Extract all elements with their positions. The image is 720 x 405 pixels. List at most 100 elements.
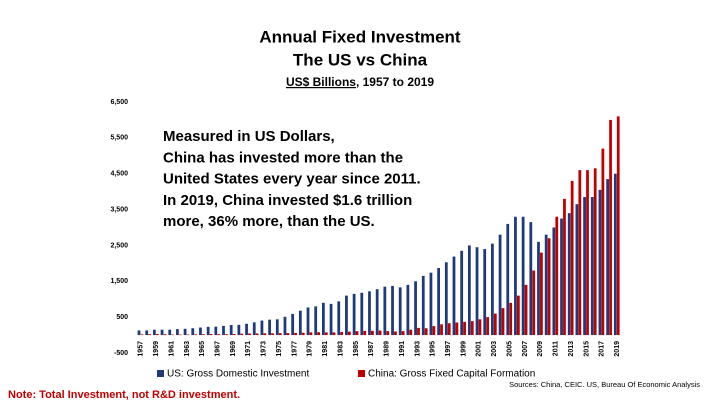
- legend-label: US: Gross Domestic Investment: [167, 369, 309, 380]
- x-tick-label: 2013: [568, 341, 575, 357]
- bar: [255, 333, 259, 336]
- bar: [371, 330, 374, 336]
- y-tick-label: 6,500: [110, 99, 128, 106]
- bar: [232, 333, 236, 336]
- bar: [524, 284, 528, 336]
- bar: [137, 330, 141, 336]
- x-tick-label: 2015: [583, 341, 590, 357]
- bar: [516, 295, 520, 336]
- bar: [217, 334, 221, 336]
- bar: [383, 286, 387, 336]
- bar: [347, 331, 351, 336]
- bar: [306, 307, 310, 336]
- bar: [460, 250, 464, 336]
- x-tick-label: 1989: [384, 341, 391, 357]
- chart-title: The US vs China: [293, 50, 428, 69]
- bar: [368, 291, 371, 336]
- bar: [145, 330, 149, 336]
- bar: [386, 331, 390, 336]
- x-tick-label: 1971: [245, 341, 252, 357]
- bar: [613, 173, 617, 336]
- x-tick-label: 1983: [337, 341, 344, 357]
- x-tick-label: 2001: [476, 341, 483, 357]
- x-tick-label: 1987: [368, 341, 375, 357]
- bar: [314, 306, 318, 336]
- bar: [486, 317, 490, 336]
- bar: [375, 289, 379, 336]
- x-tick-label: 1965: [199, 341, 206, 357]
- bar: [298, 310, 302, 336]
- bar: [178, 334, 182, 336]
- bar: [590, 197, 594, 336]
- x-tick-label: 2003: [491, 341, 498, 357]
- bar: [414, 281, 417, 336]
- x-tick-label: 1985: [353, 341, 360, 357]
- bar: [552, 227, 556, 336]
- legend-label: China: Gross Fixed Capital Formation: [368, 369, 535, 380]
- bar: [583, 197, 586, 336]
- bar: [578, 170, 582, 336]
- bar: [470, 321, 474, 336]
- bar: [283, 316, 287, 336]
- bar: [483, 249, 487, 336]
- bar: [540, 252, 543, 336]
- bar: [163, 334, 167, 336]
- bar: [563, 198, 566, 336]
- x-tick-label: 1977: [291, 341, 298, 357]
- annotation: Measured in US Dollars,: [163, 128, 335, 145]
- bar: [240, 333, 244, 336]
- bar: [329, 303, 333, 336]
- bar: [260, 320, 264, 336]
- bar: [332, 332, 336, 336]
- bar: [152, 329, 156, 336]
- bar: [432, 326, 436, 336]
- x-tick-label: 1997: [445, 341, 452, 357]
- y-tick-label: -500: [114, 350, 128, 357]
- bar: [394, 331, 397, 336]
- bar: [409, 329, 413, 336]
- x-tick-label: 1957: [138, 341, 145, 357]
- bar: [616, 116, 620, 336]
- bar: [355, 331, 359, 336]
- bar: [183, 328, 187, 336]
- bar: [140, 334, 144, 336]
- bar: [263, 333, 267, 336]
- bar: [401, 331, 405, 336]
- bar: [555, 216, 559, 336]
- bar: [155, 333, 159, 336]
- bar: [275, 319, 279, 336]
- y-tick-label: 5,500: [110, 135, 128, 142]
- bar: [417, 327, 420, 336]
- subtitle-part: US$ Billions: [286, 75, 356, 89]
- bar: [352, 293, 356, 336]
- bar: [547, 238, 551, 336]
- bar: [493, 313, 497, 336]
- x-tick-label: 1991: [399, 341, 406, 357]
- x-tick-label: 1975: [276, 341, 283, 357]
- bar: [478, 319, 482, 336]
- bar: [309, 332, 313, 336]
- x-tick-label: 1963: [184, 341, 191, 357]
- bar: [437, 268, 441, 336]
- bar: [440, 324, 443, 336]
- bar: [398, 287, 402, 336]
- bar: [447, 323, 451, 336]
- bar: [467, 245, 471, 336]
- bar: [286, 333, 290, 336]
- bar: [324, 332, 328, 336]
- bar: [575, 204, 579, 336]
- legend-swatch: [358, 370, 365, 377]
- bar: [199, 327, 202, 336]
- bar: [498, 234, 502, 336]
- y-tick-label: 4,500: [110, 171, 128, 178]
- x-tick-label: 1979: [307, 341, 314, 357]
- bar: [301, 332, 305, 336]
- bar: [160, 329, 164, 336]
- y-tick-label: 3,500: [110, 206, 128, 213]
- bar: [444, 262, 448, 336]
- bar: [229, 325, 233, 336]
- bar: [609, 119, 612, 336]
- bar: [245, 323, 248, 336]
